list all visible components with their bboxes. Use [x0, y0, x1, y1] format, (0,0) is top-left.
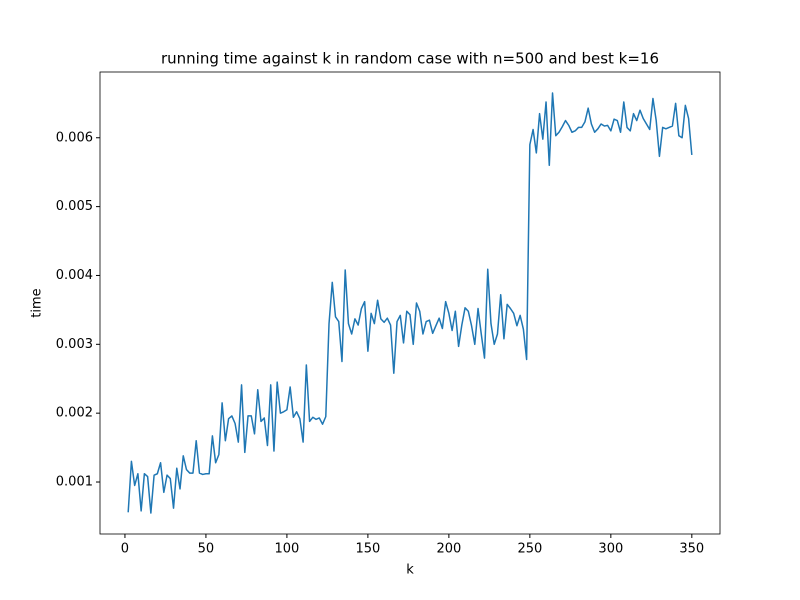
x-tick-label: 300: [598, 542, 623, 557]
chart-title: running time against k in random case wi…: [161, 50, 659, 68]
x-tick-label: 100: [274, 542, 299, 557]
x-tick-label: 50: [198, 542, 215, 557]
y-tick-label: 0.005: [56, 199, 93, 214]
y-tick-label: 0.003: [56, 337, 93, 352]
y-tick-label: 0.006: [56, 130, 93, 145]
y-axis-label: time: [30, 288, 45, 317]
y-tick-label: 0.001: [56, 475, 93, 490]
x-tick-label: 200: [436, 542, 461, 557]
y-tick-label: 0.004: [56, 268, 93, 283]
plot-frame: [99, 71, 721, 535]
x-axis-label: k: [406, 563, 414, 578]
x-tick-label: 350: [679, 542, 704, 557]
x-tick-label: 0: [121, 542, 129, 557]
data-line: [127, 92, 693, 514]
y-tick-label: 0.002: [56, 406, 93, 421]
x-tick-label: 150: [355, 542, 380, 557]
x-tick-label: 250: [517, 542, 542, 557]
